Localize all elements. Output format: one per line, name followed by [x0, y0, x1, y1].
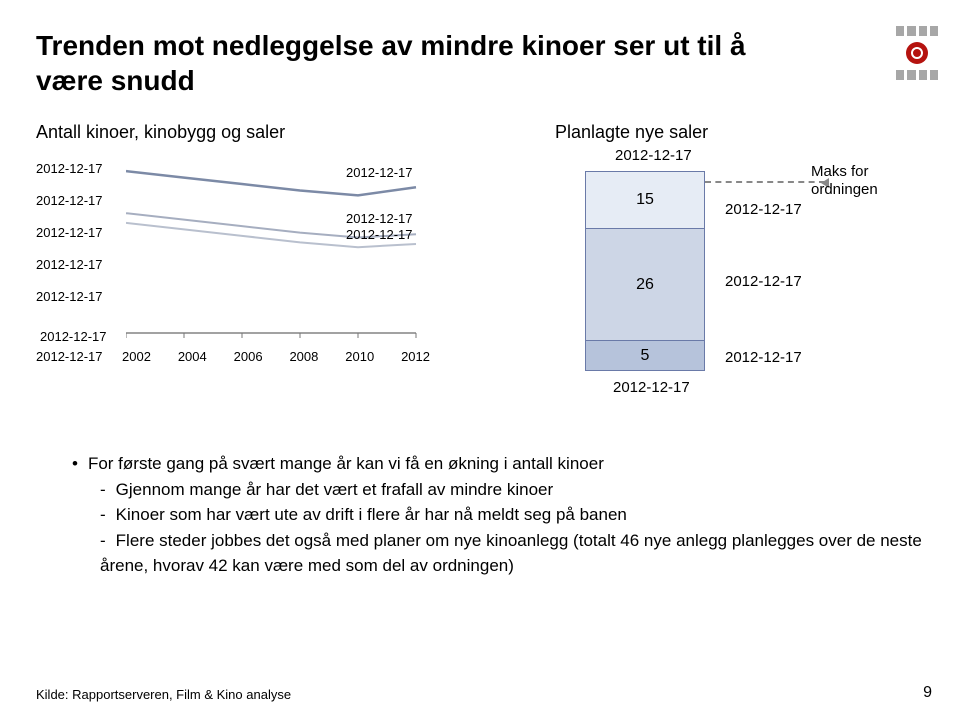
- source-line: Kilde: Rapportserveren, Film & Kino anal…: [36, 687, 291, 702]
- line-end-label: 2012-12-17: [346, 227, 413, 242]
- line-chart: 2012-12-17 2012-12-17 2012-12-17 2012-12…: [36, 153, 436, 393]
- bullet-2b: Kinoer som har vært ute av drift i flere…: [100, 502, 924, 528]
- content-row: Antall kinoer, kinobygg og saler 2012-12…: [36, 122, 924, 413]
- bottom-date: 2012-12-17: [613, 379, 690, 396]
- side-date-1: 2012-12-17: [725, 201, 802, 218]
- bar-seg-3: 5: [585, 341, 705, 371]
- right-column: Planlagte nye saler 2012-12-17 15 26 5 M…: [495, 122, 924, 413]
- bullet-2c: Flere steder jobbes det også med planer …: [100, 528, 924, 579]
- maks-label: Maks for ordningen: [811, 163, 891, 199]
- side-date-3: 2012-12-17: [725, 349, 802, 366]
- x-axis-labels: 2002 2004 2006 2008 2010 2012: [122, 349, 430, 364]
- stacked-bar: 2012-12-17 15 26 5 Maks for ordningen 20…: [495, 153, 895, 413]
- line-plot-svg: [126, 157, 426, 347]
- bar-top-date: 2012-12-17: [615, 147, 692, 164]
- bar-seg-1: 15: [585, 171, 705, 229]
- line-end-label: 2012-12-17: [346, 165, 413, 180]
- bar-stack: 15 26 5: [585, 171, 705, 371]
- y-extra-2: 2012-12-17: [36, 349, 103, 364]
- bullet-2a: Gjennom mange år har det vært et frafall…: [100, 477, 924, 503]
- bar-seg-2: 26: [585, 229, 705, 341]
- left-subhead: Antall kinoer, kinobygg og saler: [36, 122, 465, 143]
- right-subhead: Planlagte nye saler: [555, 122, 924, 143]
- page-number: 9: [923, 684, 932, 702]
- brand-logo: [896, 26, 938, 80]
- line-end-label: 2012-12-17: [346, 211, 413, 226]
- side-date-2: 2012-12-17: [725, 273, 802, 290]
- slide: Trenden mot nedleggelse av mindre kinoer…: [0, 0, 960, 720]
- left-column: Antall kinoer, kinobygg og saler 2012-12…: [36, 122, 465, 413]
- bullet-list: For første gang på svært mange år kan vi…: [72, 451, 924, 579]
- y-axis-labels: 2012-12-17 2012-12-17 2012-12-17 2012-12…: [36, 153, 122, 313]
- dash-line: [705, 181, 825, 183]
- page-title: Trenden mot nedleggelse av mindre kinoer…: [36, 28, 806, 98]
- bullet-1: For første gang på svært mange år kan vi…: [72, 451, 924, 477]
- y-extra-1: 2012-12-17: [40, 329, 107, 344]
